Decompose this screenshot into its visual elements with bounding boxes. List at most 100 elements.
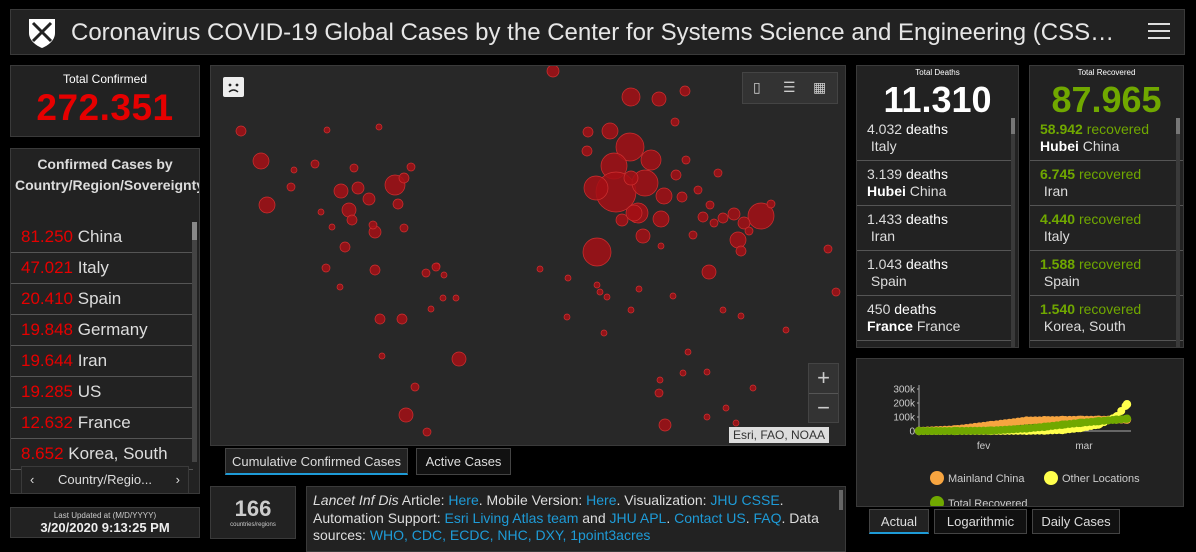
case-bubble[interactable] <box>701 264 717 280</box>
case-bubble[interactable] <box>427 305 435 313</box>
tab-active-cases[interactable]: Active Cases <box>416 448 511 475</box>
case-bubble[interactable] <box>583 175 609 201</box>
case-bubbles-layer[interactable] <box>211 66 846 446</box>
case-bubble[interactable] <box>290 166 298 174</box>
case-bubble[interactable] <box>681 155 691 165</box>
case-bubble[interactable] <box>339 241 351 253</box>
deaths-row[interactable]: 450 deaths France France <box>857 296 1012 341</box>
country-row[interactable]: 19.848 Germany <box>11 315 193 346</box>
case-bubble[interactable] <box>600 329 608 337</box>
case-bubble[interactable] <box>323 126 331 134</box>
case-bubble[interactable] <box>657 242 665 250</box>
cases-line-chart[interactable]: 300k 200k 100k 0 fev mar Mainland China Other L… <box>857 359 1184 507</box>
case-bubble[interactable] <box>582 237 612 267</box>
case-bubble[interactable] <box>635 285 643 293</box>
case-bubble[interactable] <box>684 348 692 356</box>
case-bubble[interactable] <box>398 172 410 184</box>
case-bubble[interactable] <box>341 202 357 218</box>
case-bubble[interactable] <box>374 313 386 325</box>
case-bubble[interactable] <box>369 264 381 276</box>
case-bubble[interactable] <box>669 292 677 300</box>
data-sources-link[interactable]: WHO, CDC, ECDC, NHC, DXY, 1point3acres <box>369 527 651 543</box>
case-bubble[interactable] <box>451 351 467 367</box>
case-bubble[interactable] <box>362 192 376 206</box>
case-bubble[interactable] <box>536 265 544 273</box>
next-arrow-icon[interactable]: › <box>175 472 180 487</box>
case-bubble[interactable] <box>658 418 672 432</box>
case-bubble[interactable] <box>410 382 420 392</box>
case-bubble[interactable] <box>747 202 775 230</box>
case-bubble[interactable] <box>452 294 460 302</box>
case-bubble[interactable] <box>564 274 572 282</box>
country-row[interactable]: 20.410 Spain <box>11 284 193 315</box>
deaths-scrollbar[interactable] <box>1011 118 1015 347</box>
case-bubble[interactable] <box>406 162 416 172</box>
case-bubble[interactable] <box>321 263 331 273</box>
case-bubble[interactable] <box>737 312 745 320</box>
chart-tab-logarithmic[interactable]: Logarithmic <box>934 509 1027 534</box>
case-bubble[interactable] <box>336 283 344 291</box>
case-bubble[interactable] <box>766 199 776 209</box>
recovered-row[interactable]: 4.440 recovered Italy <box>1030 206 1183 251</box>
case-bubble[interactable] <box>563 313 571 321</box>
case-bubble[interactable] <box>422 427 432 437</box>
case-bubble[interactable] <box>396 313 408 325</box>
case-bubble[interactable] <box>582 126 594 138</box>
country-row[interactable]: 19.644 Iran <box>11 346 193 377</box>
case-bubble[interactable] <box>782 326 790 334</box>
frown-face-icon[interactable] <box>223 77 244 97</box>
article-link[interactable]: Here <box>448 492 479 508</box>
case-bubble[interactable] <box>235 125 247 137</box>
case-bubble[interactable] <box>679 85 691 97</box>
hamburger-menu-icon[interactable] <box>1148 23 1170 41</box>
case-bubble[interactable] <box>703 413 711 421</box>
case-bubble[interactable] <box>440 271 448 279</box>
case-bubble[interactable] <box>346 214 358 226</box>
case-bubble[interactable] <box>655 187 673 205</box>
grid-icon[interactable]: ▦ <box>813 79 827 95</box>
country-row[interactable]: 47.021 Italy <box>11 253 193 284</box>
case-bubble[interactable] <box>378 352 386 360</box>
recovered-row[interactable]: 1.588 recovered Spain <box>1030 251 1183 296</box>
case-bubble[interactable] <box>349 163 359 173</box>
esri-living-atlas-link[interactable]: Esri Living Atlas team <box>444 509 579 526</box>
case-bubble[interactable] <box>727 207 741 221</box>
mobile-version-link[interactable]: Here <box>586 492 617 508</box>
case-bubble[interactable] <box>392 198 404 210</box>
case-bubble[interactable] <box>398 407 414 423</box>
case-bubble[interactable] <box>654 388 664 398</box>
country-row[interactable]: 12.632 France <box>11 408 193 439</box>
tab-cumulative-confirmed[interactable]: Cumulative Confirmed Cases <box>225 448 408 475</box>
country-row[interactable]: 81.250 China <box>11 222 193 253</box>
case-bubble[interactable] <box>640 149 662 171</box>
case-bubble[interactable] <box>333 183 349 199</box>
legend-label[interactable]: Total Recovered <box>948 498 1028 507</box>
case-bubble[interactable] <box>670 117 680 127</box>
case-bubble[interactable] <box>627 306 635 314</box>
deaths-row[interactable]: 3.139 deaths Hubei China <box>857 161 1012 206</box>
world-map[interactable]: ▯ ☰ ▦ + − Esri, FAO, NOAA <box>210 65 846 446</box>
recovered-list[interactable]: 58.942 recovered Hubei China 6.745 recover… <box>1030 116 1183 341</box>
case-bubble[interactable] <box>351 181 365 195</box>
case-bubble[interactable] <box>719 306 727 314</box>
case-bubble[interactable] <box>688 230 698 240</box>
jhu-csse-link[interactable]: JHU CSSE <box>710 492 780 508</box>
case-bubble[interactable] <box>596 288 604 296</box>
case-bubble[interactable] <box>729 231 747 249</box>
chart-tab-daily-cases[interactable]: Daily Cases <box>1032 509 1120 534</box>
case-bubble[interactable] <box>679 369 687 377</box>
case-bubble[interactable] <box>546 66 560 78</box>
case-bubble[interactable] <box>635 228 651 244</box>
country-list[interactable]: 81.250 China 47.021 Italy 20.410 Spain 19.8… <box>11 222 193 470</box>
case-bubble[interactable] <box>439 294 447 302</box>
deaths-list[interactable]: 4.032 deaths Italy 3.139 deaths Hubei Chin… <box>857 116 1012 341</box>
faq-link[interactable]: FAQ <box>753 509 782 526</box>
recovered-row[interactable]: 58.942 recovered Hubei China <box>1030 116 1183 161</box>
recovered-row[interactable]: 1.540 recovered Korea, South <box>1030 296 1183 341</box>
case-bubble[interactable] <box>651 91 667 107</box>
case-bubble[interactable] <box>258 196 276 214</box>
case-bubble[interactable] <box>252 152 270 170</box>
case-bubble[interactable] <box>722 404 730 412</box>
list-icon[interactable]: ☰ <box>783 79 796 95</box>
case-bubble[interactable] <box>732 419 740 427</box>
